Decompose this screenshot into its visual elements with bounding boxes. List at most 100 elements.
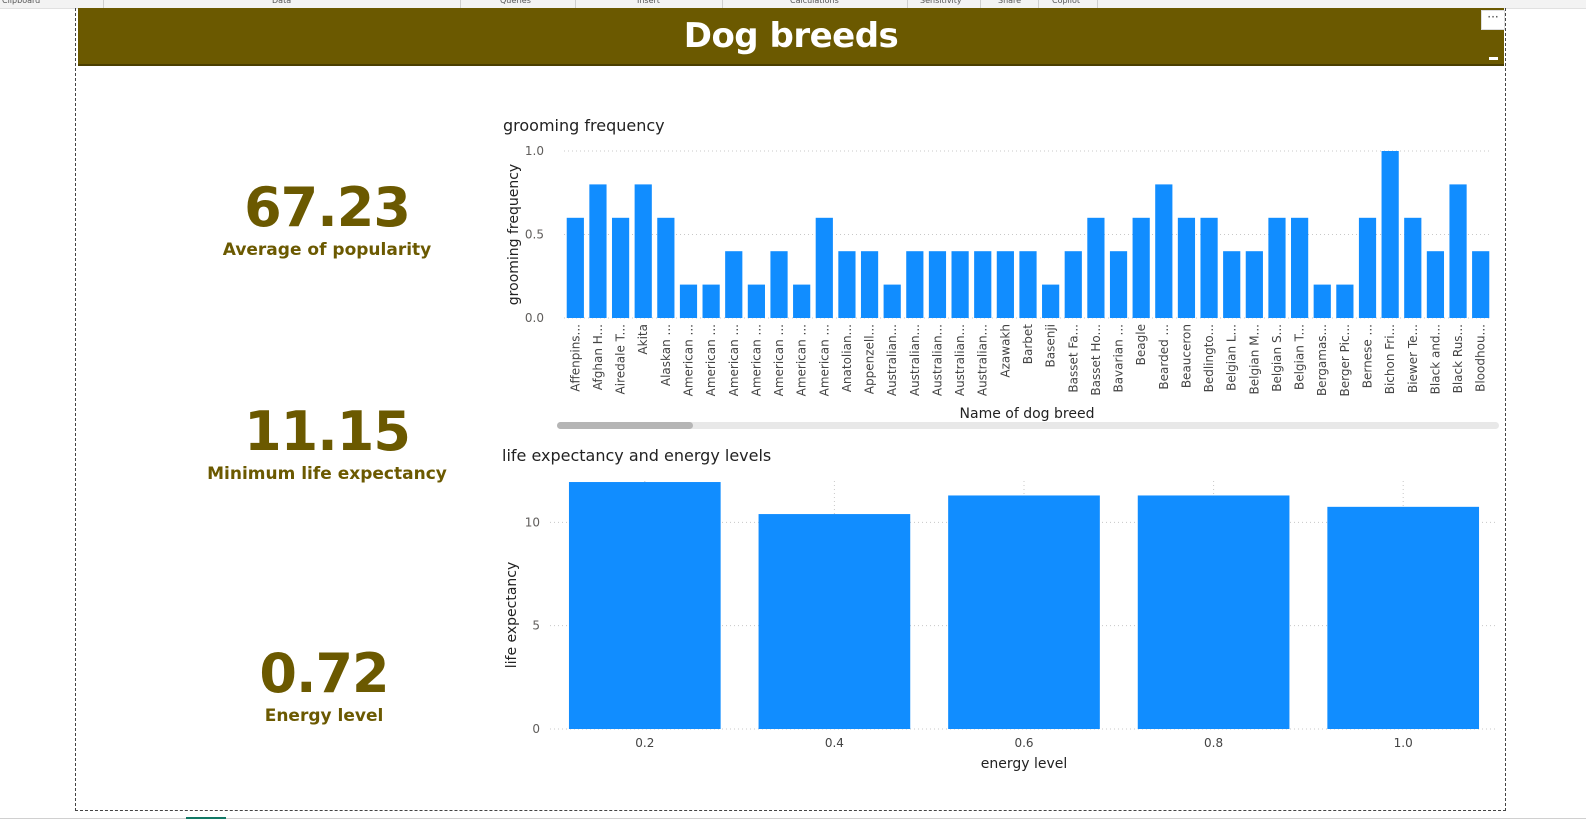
ellipsis-icon[interactable]: ··· xyxy=(1481,10,1505,30)
ribbon-separator xyxy=(103,0,104,8)
ribbon-group-label[interactable]: Clipboard xyxy=(2,0,41,5)
ribbon-separator xyxy=(722,0,723,8)
report-canvas xyxy=(75,8,1506,811)
x-tick-label: Berger Pic... xyxy=(1338,324,1352,396)
x-tick-label: Bearded ... xyxy=(1157,324,1171,390)
bar xyxy=(1291,217,1309,318)
x-tick-label: Australian... xyxy=(885,324,899,396)
x-axis-label: energy level xyxy=(981,756,1068,772)
bar xyxy=(657,217,675,318)
kpi-card-popularity[interactable]: 67.23 Average of popularity xyxy=(177,178,477,261)
x-tick-label: Airedale T... xyxy=(614,324,628,394)
x-tick-label: Bloodhou... xyxy=(1474,324,1488,392)
ribbon-group-label[interactable]: Queries xyxy=(500,0,531,5)
x-tick-label: American ... xyxy=(772,324,786,396)
kpi-label: Average of popularity xyxy=(222,240,432,260)
minimize-icon[interactable] xyxy=(1489,57,1498,60)
bar xyxy=(566,217,584,318)
bar xyxy=(883,284,901,318)
x-tick-label: Bavarian ... xyxy=(1112,324,1126,393)
x-tick-label: Black Rus... xyxy=(1451,324,1465,393)
bar xyxy=(1087,217,1105,318)
y-axis-label: life expectancy xyxy=(504,562,520,669)
bar xyxy=(747,284,765,318)
bar xyxy=(1132,217,1150,318)
x-tick-label: 0.2 xyxy=(635,736,654,750)
ribbon-group-label[interactable]: Sensitivity xyxy=(920,0,962,5)
x-tick-label: American ... xyxy=(681,324,695,396)
x-tick-label: Azawakh xyxy=(998,324,1012,378)
x-tick-label: Australian... xyxy=(908,324,922,396)
y-axis-label: grooming frequency xyxy=(506,164,522,305)
x-tick-label: American ... xyxy=(704,324,718,396)
page-title: Dog breeds xyxy=(683,16,899,56)
x-tick-label: Alaskan ... xyxy=(659,324,673,386)
bar xyxy=(1223,251,1241,318)
kpi-value: 11.15 xyxy=(244,400,411,463)
bar xyxy=(770,251,788,318)
bar xyxy=(815,217,833,318)
ribbon-separator xyxy=(1097,0,1098,8)
x-tick-label: Barbet xyxy=(1021,324,1035,365)
x-tick-label: Akita xyxy=(636,324,650,355)
y-tick-label: 10 xyxy=(525,515,540,529)
x-tick-label: Belgian M... xyxy=(1247,324,1261,394)
bar xyxy=(1042,284,1060,318)
x-tick-label: Bichon Fri... xyxy=(1383,324,1397,394)
bar xyxy=(838,251,856,318)
bar xyxy=(1472,251,1490,318)
kpi-card-energy-level[interactable]: 0.72 Energy level xyxy=(174,644,474,727)
bar xyxy=(996,251,1014,318)
x-tick-label: Afghan H... xyxy=(591,324,605,390)
kpi-label: Minimum life expectancy xyxy=(207,464,447,484)
x-tick-label: Australian... xyxy=(976,324,990,396)
bar xyxy=(725,251,743,318)
x-tick-label: Anatolian... xyxy=(840,324,854,392)
bar xyxy=(1449,184,1467,318)
page-tab-indicator xyxy=(186,817,226,819)
bar xyxy=(758,514,911,729)
bar xyxy=(611,217,630,318)
x-tick-label: Affenpins... xyxy=(568,324,582,392)
ribbon-group-label[interactable]: Copilot xyxy=(1052,0,1081,5)
bar xyxy=(951,251,969,318)
ribbon-separator xyxy=(460,0,461,8)
ribbon-group-label[interactable]: Insert xyxy=(637,0,660,5)
x-tick-label: Bernese ... xyxy=(1361,324,1375,388)
x-tick-label: 0.6 xyxy=(1014,736,1033,750)
bar xyxy=(1177,217,1196,318)
x-tick-label: Basset Ho... xyxy=(1089,324,1103,396)
life-expectancy-chart[interactable]: 0 5 10 life expectancy 0.2 0.4 0.6 0.8 1.0 energy… xyxy=(495,470,1505,780)
bar xyxy=(568,482,721,729)
bar xyxy=(1268,217,1286,318)
x-tick-label: Appenzell... xyxy=(863,324,877,394)
bar xyxy=(1327,506,1480,729)
ribbon-group-label[interactable]: Data xyxy=(272,0,292,5)
bar xyxy=(1336,284,1354,318)
bar xyxy=(928,251,947,318)
ribbon-separator xyxy=(1038,0,1039,8)
x-tick-label: Biewer Te... xyxy=(1406,324,1420,393)
x-tick-label: Basenji xyxy=(1044,324,1058,368)
y-tick-label: 1.0 xyxy=(525,144,544,158)
x-tick-label: American ... xyxy=(817,324,831,396)
bar xyxy=(1200,217,1218,318)
x-tick-label: American ... xyxy=(749,324,763,396)
kpi-card-life-expectancy[interactable]: 11.15 Minimum life expectancy xyxy=(177,400,477,485)
bar xyxy=(974,251,992,318)
x-tick-label: Basset Fa... xyxy=(1066,324,1080,393)
bar xyxy=(1109,251,1128,318)
x-tick-label: 1.0 xyxy=(1394,736,1413,750)
bar xyxy=(1313,284,1331,318)
ribbon-separator xyxy=(907,0,908,8)
ribbon-group-label[interactable]: Share xyxy=(998,0,1022,5)
x-tick-label: Bergamas... xyxy=(1315,324,1329,396)
x-tick-label: American ... xyxy=(727,324,741,396)
ribbon-group-label[interactable]: Calculations xyxy=(790,0,839,5)
status-divider xyxy=(0,818,1586,819)
x-tick-label: Australian... xyxy=(953,324,967,396)
x-tick-label: Beauceron xyxy=(1179,324,1193,388)
bar xyxy=(1064,251,1082,318)
x-tick-label: Belgian T... xyxy=(1293,324,1307,390)
